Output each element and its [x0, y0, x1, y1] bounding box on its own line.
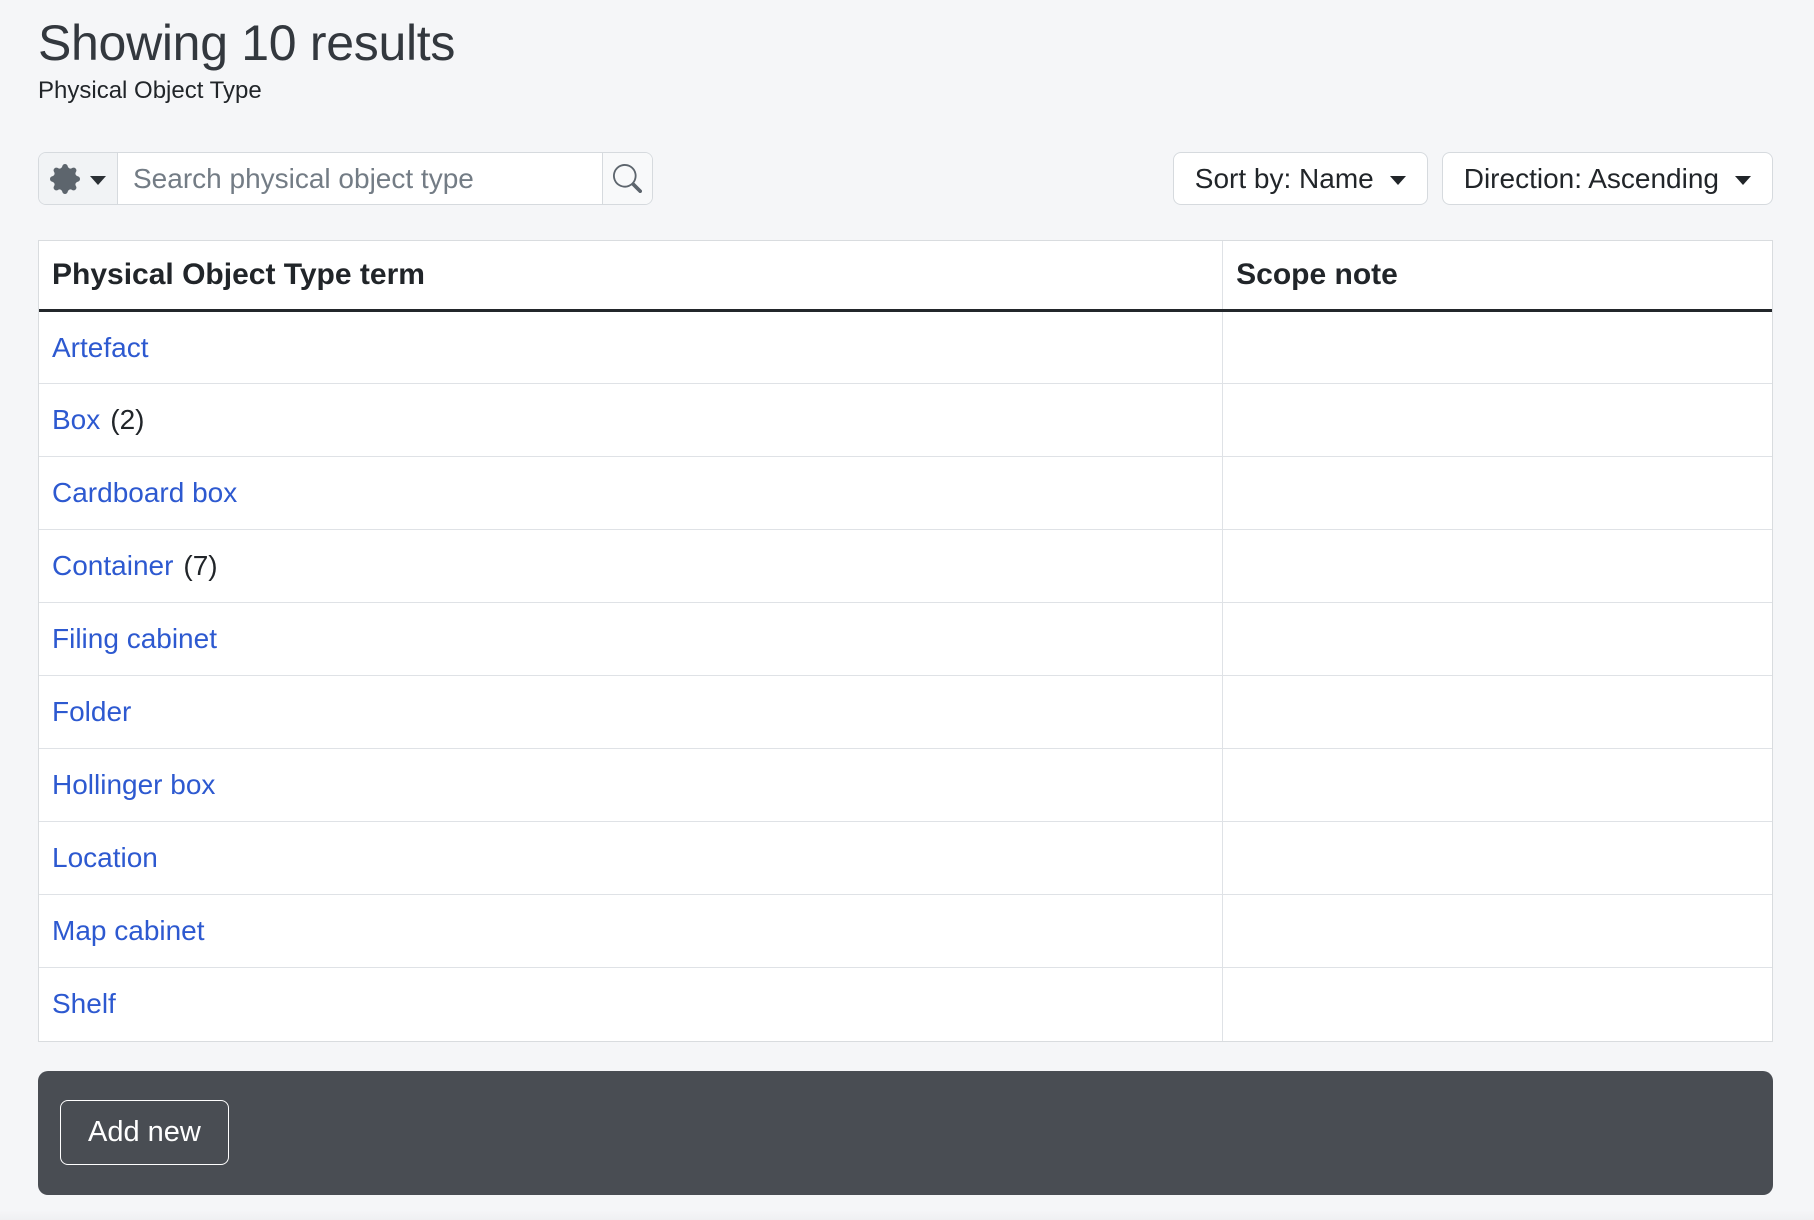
table-row: Location — [39, 821, 1772, 895]
term-cell: Location — [39, 821, 1223, 895]
term-count: (7) — [183, 550, 218, 581]
column-header-scope-note: Scope note — [1222, 241, 1772, 312]
add-new-button[interactable]: Add new — [60, 1100, 229, 1165]
term-count: (2) — [110, 404, 145, 435]
chevron-down-icon — [1389, 175, 1406, 185]
term-cell: Hollinger box — [39, 748, 1223, 822]
term-link[interactable]: Box — [52, 404, 101, 435]
term-link[interactable]: Location — [52, 842, 158, 873]
scope-note-cell — [1222, 602, 1772, 676]
scope-note-cell — [1222, 675, 1772, 749]
toolbar: Sort by: Name Direction: Ascending — [38, 152, 1773, 205]
table-row: Shelf — [39, 967, 1772, 1041]
search-bar — [38, 152, 653, 205]
page-subtitle: Physical Object Type — [38, 77, 262, 104]
scope-note-cell — [1222, 894, 1772, 968]
scope-note-cell — [1222, 967, 1772, 1041]
search-options-button[interactable] — [39, 153, 118, 204]
term-link[interactable]: Folder — [52, 696, 132, 727]
term-link[interactable]: Artefact — [52, 331, 149, 363]
scope-note-cell — [1222, 821, 1772, 895]
table-row: Folder — [39, 675, 1772, 749]
term-link[interactable]: Map cabinet — [52, 915, 205, 946]
term-cell: Artefact — [39, 310, 1223, 384]
scope-note-cell — [1222, 456, 1772, 530]
table-row: Box (2) — [39, 383, 1772, 457]
term-link[interactable]: Filing cabinet — [52, 623, 217, 654]
results-table: Physical Object Type term Scope note Art… — [39, 241, 1772, 1041]
term-link[interactable]: Hollinger box — [52, 769, 216, 800]
page-title: Showing 10 results — [38, 15, 456, 71]
scope-note-cell — [1222, 748, 1772, 822]
direction-label: Direction: Ascending — [1463, 162, 1719, 194]
sort-by-label: Sort by: Name — [1194, 162, 1374, 194]
direction-dropdown[interactable]: Direction: Ascending — [1441, 152, 1773, 205]
term-cell: Container (7) — [39, 529, 1223, 603]
term-link[interactable]: Shelf — [52, 988, 116, 1020]
table-row: Filing cabinet — [39, 602, 1772, 676]
scope-note-cell — [1222, 529, 1772, 603]
term-cell: Folder — [39, 675, 1223, 749]
search-input[interactable] — [118, 153, 602, 204]
scope-note-cell — [1222, 383, 1772, 457]
term-cell: Cardboard box — [39, 456, 1223, 530]
chevron-down-icon — [1735, 175, 1751, 185]
term-link[interactable]: Container — [52, 550, 174, 581]
chevron-down-icon — [90, 175, 106, 185]
gear-icon — [50, 163, 80, 194]
term-cell: Map cabinet — [39, 894, 1223, 968]
sort-by-dropdown[interactable]: Sort by: Name — [1172, 152, 1428, 205]
results-page: Showing 10 results Physical Object Type … — [0, 14, 1814, 1195]
term-cell: Shelf — [39, 968, 1223, 1041]
table-header-row: Physical Object Type term Scope note — [39, 241, 1772, 312]
column-header-term: Physical Object Type term — [39, 241, 1223, 312]
term-link[interactable]: Cardboard box — [52, 477, 238, 508]
search-submit-button[interactable] — [602, 153, 652, 204]
results-table-card: Physical Object Type term Scope note Art… — [38, 240, 1773, 1042]
term-cell: Filing cabinet — [39, 602, 1223, 676]
table-row: Container (7) — [39, 529, 1772, 603]
action-bar: Add new — [38, 1070, 1773, 1195]
table-row: Hollinger box — [39, 748, 1772, 822]
table-row: Cardboard box — [39, 456, 1772, 530]
page-bottom-edge — [0, 1210, 1814, 1220]
scope-note-cell — [1222, 310, 1772, 384]
sort-controls: Sort by: Name Direction: Ascending — [1172, 152, 1773, 205]
magnifier-icon — [613, 164, 642, 193]
table-row: Artefact — [39, 310, 1772, 384]
term-cell: Box (2) — [39, 383, 1223, 457]
table-row: Map cabinet — [39, 894, 1772, 968]
